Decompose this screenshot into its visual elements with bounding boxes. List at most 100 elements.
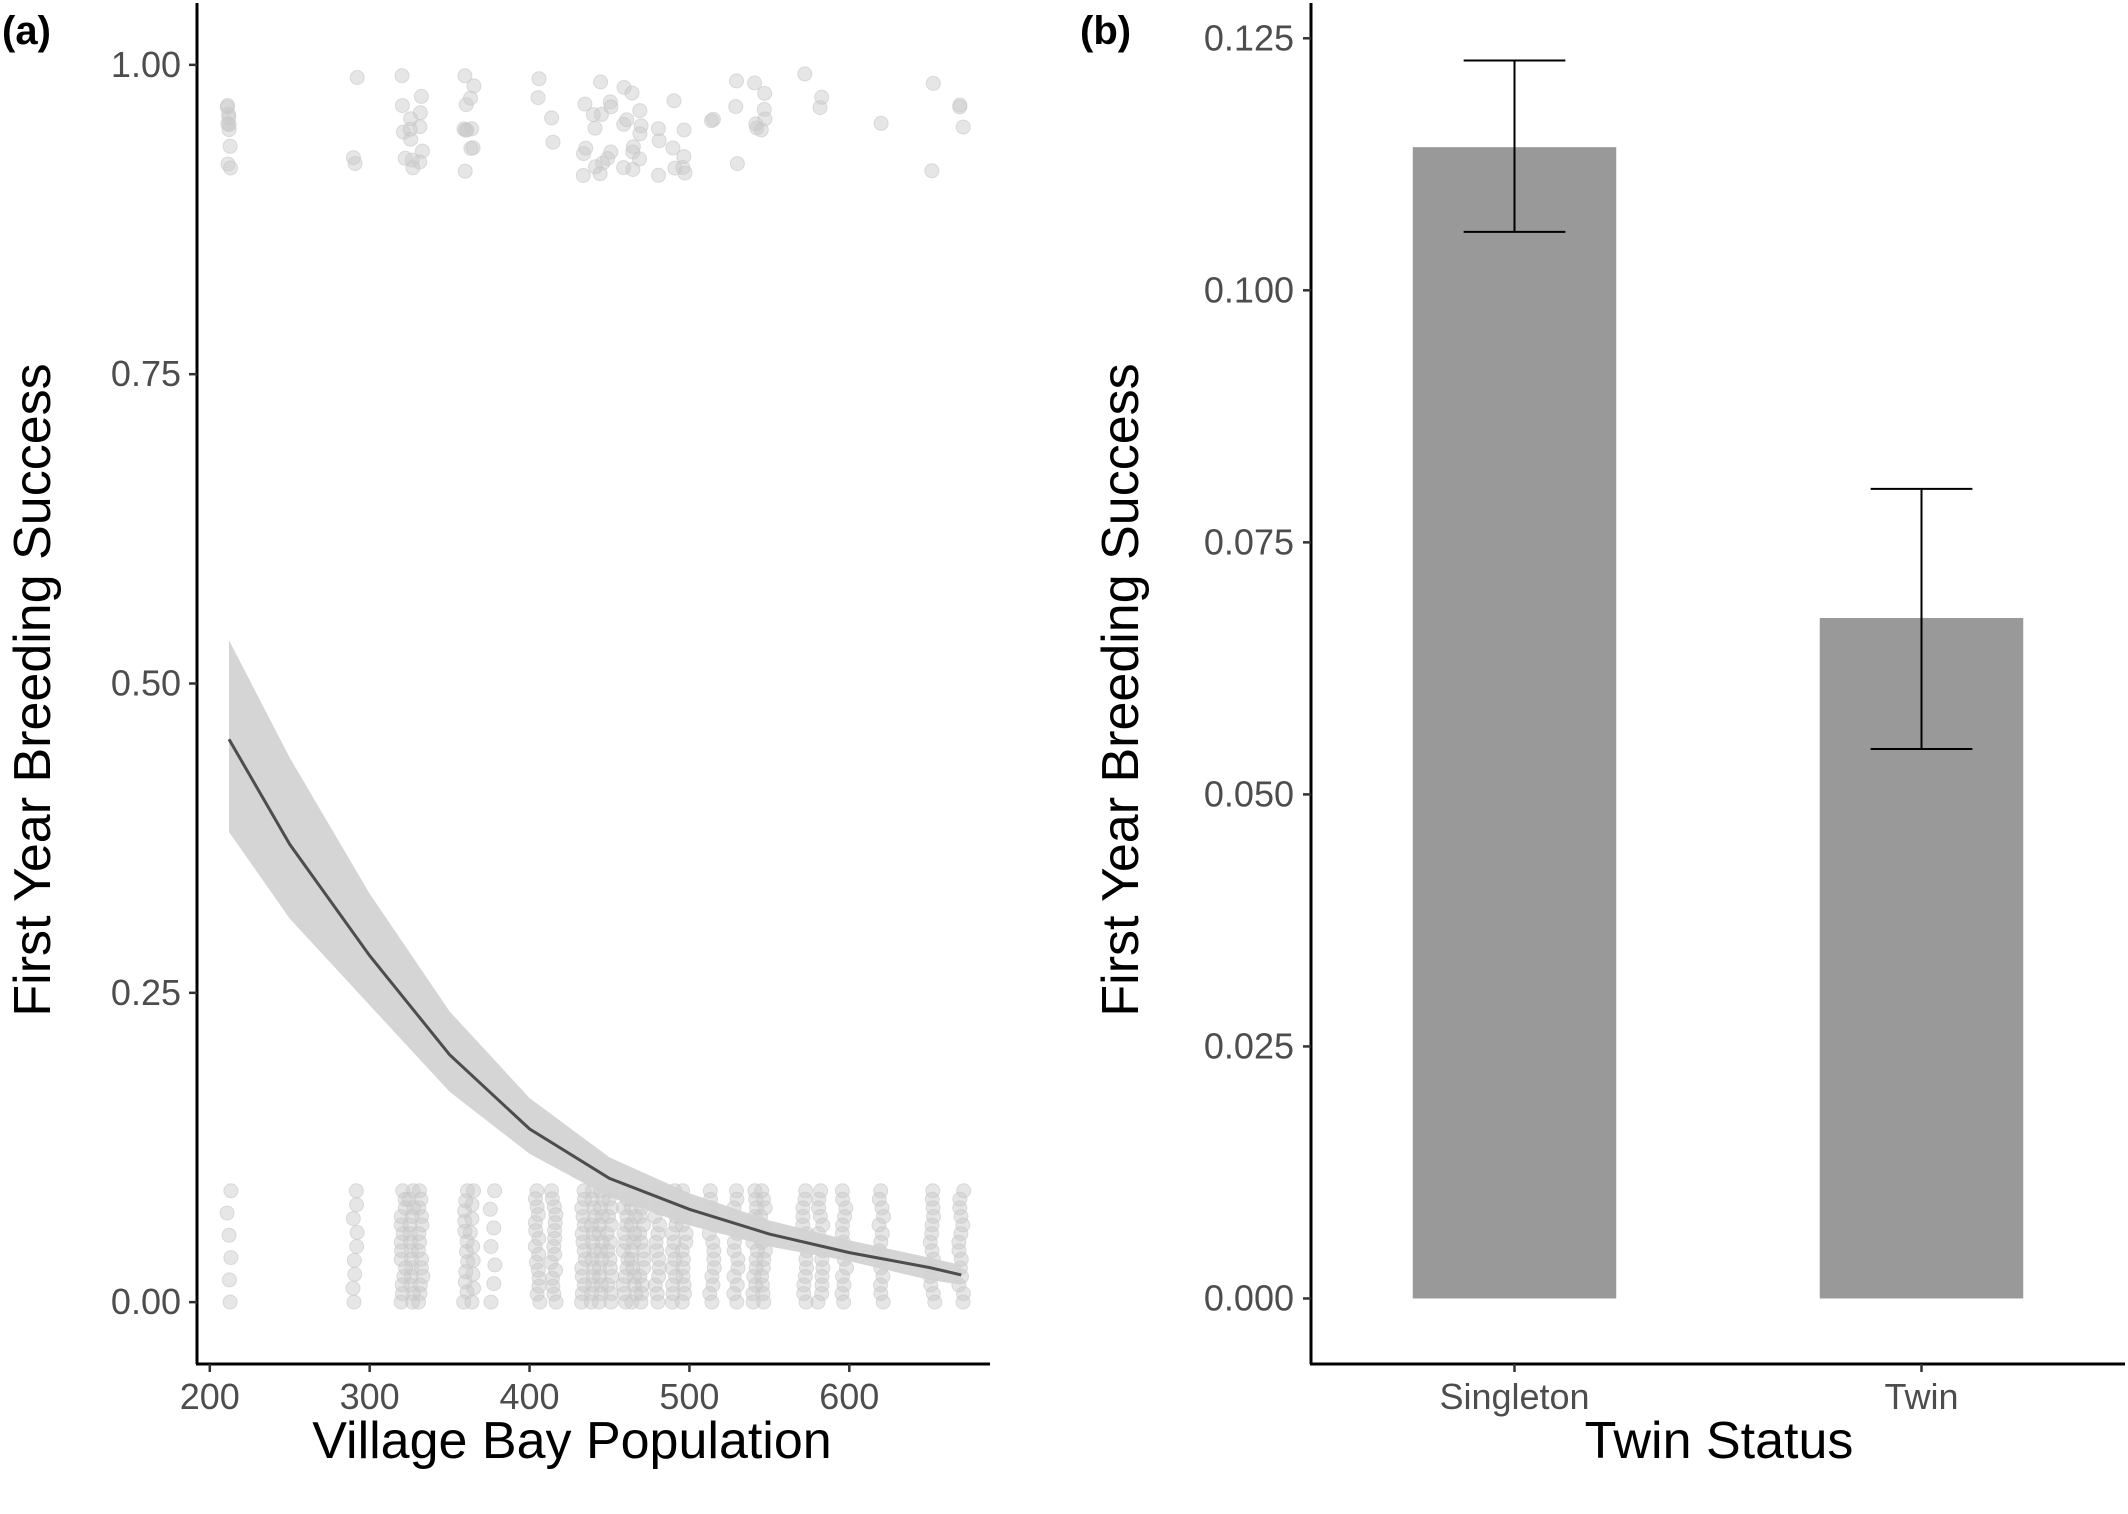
scatter-point (414, 1209, 429, 1224)
scatter-point (483, 1294, 499, 1310)
scatter-point (583, 1294, 599, 1310)
scatter-point (730, 1260, 746, 1276)
scatter-point (798, 1183, 814, 1199)
scatter-point (349, 1225, 365, 1240)
scatter-point (587, 120, 603, 136)
scatter-point (547, 1223, 563, 1239)
scatter-point (599, 1226, 615, 1242)
scatter-point (675, 1260, 691, 1276)
scatter-point (674, 1294, 690, 1310)
panel-b-bars (1412, 147, 2024, 1299)
scatter-point (465, 1239, 481, 1254)
scatter-point (600, 151, 616, 166)
scatter-point (873, 1183, 889, 1199)
scatter-point (547, 1215, 563, 1231)
scatter-point (676, 122, 692, 138)
scatter-point (633, 118, 649, 134)
x-tick-label: 500 (659, 1376, 719, 1417)
y-tick-label: 0.075 (1204, 521, 1294, 562)
scatter-point (530, 90, 546, 106)
scatter-point (956, 1183, 972, 1199)
scatter-point (464, 1211, 480, 1227)
scatter-point (955, 1294, 971, 1310)
scatter-point (636, 1260, 652, 1276)
scatter-point (603, 1286, 619, 1302)
scatter-point (346, 1252, 362, 1268)
scatter-point (413, 1260, 429, 1276)
scatter-point (602, 1260, 618, 1276)
y-tick-label: 1.00 (111, 44, 181, 85)
scatter-point (402, 1226, 418, 1242)
scatter-point (603, 1294, 619, 1310)
scatter-point (924, 1226, 940, 1242)
scatter-point (601, 1209, 616, 1224)
scatter-point (757, 85, 773, 101)
panel-b-x-ticks: Singleton Twin (1439, 1364, 1959, 1417)
scatter-point (952, 1191, 968, 1207)
scatter-point (706, 1251, 722, 1267)
panel-a-y-ticks: 0.00 0.25 0.50 0.75 1.00 (111, 44, 197, 1322)
scatter-point (574, 1200, 590, 1216)
x-tick-label: 400 (500, 1376, 560, 1417)
scatter-point (531, 71, 547, 87)
scatter-point (873, 1286, 889, 1302)
y-tick-label: 0.050 (1204, 773, 1294, 814)
scatter-point (602, 1251, 618, 1267)
scatter-point (834, 1286, 850, 1302)
panel-a-scatter-chart: (a) 0.00 0.25 0.50 0.75 1.00 200 300 400 500 600… (2, 3, 990, 1470)
scatter-point (677, 1286, 692, 1302)
scatter-point (952, 97, 968, 113)
scatter-point (625, 162, 641, 177)
scatter-point (602, 94, 618, 110)
scatter-point (223, 160, 238, 176)
scatter-point (813, 1183, 829, 1199)
scatter-point (527, 1239, 543, 1254)
scatter-point (460, 1183, 475, 1199)
scatter-point (463, 90, 478, 106)
scatter-point (951, 1243, 967, 1259)
scatter-point (875, 1294, 891, 1310)
scatter-point (839, 1260, 854, 1276)
scatter-point (925, 1183, 941, 1199)
scatter-point (748, 116, 764, 132)
scatter-point (531, 1246, 547, 1262)
panel-a-label: (a) (2, 9, 51, 53)
scatter-point (349, 1197, 364, 1213)
scatter-point (729, 1294, 745, 1310)
scatter-point (403, 131, 419, 147)
scatter-point (547, 1246, 563, 1262)
scatter-point (728, 99, 744, 115)
scatter-point (465, 1252, 481, 1268)
scatter-point (956, 1286, 971, 1302)
scatter-point (729, 1183, 744, 1199)
scatter-point (578, 140, 594, 156)
scatter-point (632, 1226, 648, 1242)
panel-a-x-ticks: 200 300 400 500 600 (180, 1364, 879, 1417)
scatter-point (543, 1254, 559, 1270)
scatter-point (465, 1266, 481, 1282)
scatter-point (593, 74, 609, 90)
scatter-point (925, 1286, 941, 1302)
scatter-point (835, 1268, 851, 1284)
scatter-point (753, 122, 769, 138)
panel-b-error-bars (1463, 59, 1973, 751)
scatter-point (875, 1268, 891, 1284)
scatter-point (414, 1251, 430, 1267)
scatter-point (398, 1260, 414, 1276)
scatter-point (651, 167, 666, 183)
scatter-point (635, 1243, 651, 1259)
scatter-point (219, 1205, 235, 1221)
scatter-point (345, 1211, 361, 1227)
scatter-point (632, 151, 647, 167)
y-tick-label: 0.100 (1204, 269, 1294, 310)
scatter-point (729, 1191, 745, 1207)
scatter-point (651, 1251, 667, 1267)
scatter-point (811, 1200, 827, 1216)
scatter-point (600, 1277, 616, 1293)
scatter-point (955, 119, 971, 135)
scatter-point (603, 99, 619, 115)
y-tick-label: 0.00 (111, 1281, 181, 1322)
scatter-point (574, 1260, 590, 1276)
scatter-point (616, 160, 632, 176)
